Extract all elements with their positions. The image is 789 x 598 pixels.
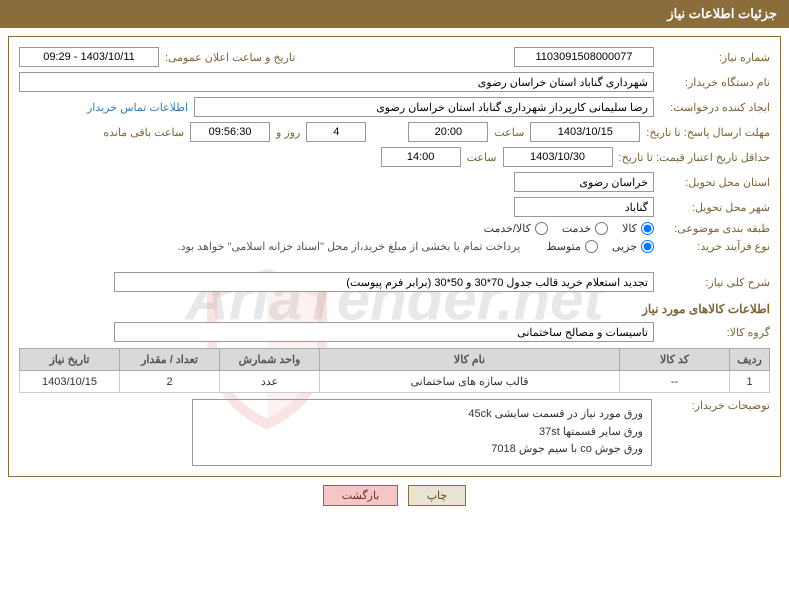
print-button[interactable]: چاپ [408,485,467,506]
category-radio-group: کالا خدمت کالا/خدمت [484,222,654,235]
days-remaining-field[interactable] [306,122,366,142]
remaining-label: ساعت باقی مانده [103,126,184,139]
td-date: 1403/10/15 [20,371,120,393]
deadline-label: مهلت ارسال پاسخ: تا تاریخ: [646,126,770,139]
buyer-notes-line2: ورق سایر قسمتها 37st [201,424,643,442]
th-row: ردیف [730,349,770,371]
buyer-notes-line3: ورق جوش co با سیم جوش 7018 [201,441,643,459]
process-partial-option[interactable]: جزیی [612,240,654,253]
goods-group-label: گروه کالا: [660,326,770,339]
validity-date-field[interactable] [503,147,613,167]
td-qty: 2 [120,371,220,393]
overall-desc-field[interactable] [114,272,654,292]
th-code: کد کالا [620,349,730,371]
category-service-radio[interactable] [595,222,608,235]
delivery-city-field[interactable] [514,197,654,217]
validity-time-label: ساعت [467,151,497,164]
delivery-province-label: استان محل تحویل: [660,176,770,189]
page-title-bar: جزئیات اطلاعات نیاز [0,0,789,28]
page-title: جزئیات اطلاعات نیاز [667,6,777,21]
buyer-notes-line1: ورق مورد نیاز در قسمت سایشی 45ck [201,406,643,424]
td-unit: عدد [220,371,320,393]
deadline-time-field[interactable] [408,122,488,142]
overall-desc-label: شرح کلی نیاز: [660,276,770,289]
delivery-city-label: شهر محل تحویل: [660,201,770,214]
process-medium-radio[interactable] [585,240,598,253]
goods-info-title: اطلاعات کالاهای مورد نیاز [19,302,770,316]
deadline-date-field[interactable] [530,122,640,142]
days-and-label: روز و [276,126,300,139]
announce-datetime-field[interactable] [19,47,159,67]
process-label: نوع فرآیند خرید: [660,240,770,253]
category-service-label: خدمت [562,222,591,235]
main-panel: شماره نیاز: تاریخ و ساعت اعلان عمومی: نا… [8,36,781,477]
buyer-contact-link[interactable]: اطلاعات تماس خریدار [87,101,188,114]
need-number-field[interactable] [514,47,654,67]
table-row: 1 -- قالب سازه های ساختمانی عدد 2 1403/1… [20,371,770,393]
process-medium-option[interactable]: متوسط [546,240,598,253]
category-goods-label: کالا [622,222,637,235]
goods-group-field[interactable] [114,322,654,342]
buyer-notes-box: ورق مورد نیاز در قسمت سایشی 45ck ورق سای… [192,399,652,466]
th-date: تاریخ نیاز [20,349,120,371]
buyer-notes-label: توضیحات خریدار: [660,399,770,412]
deadline-time-label: ساعت [494,126,524,139]
back-button[interactable]: بازگشت [323,485,399,506]
process-partial-label: جزیی [612,240,637,253]
category-goods-radio[interactable] [641,222,654,235]
td-code: -- [620,371,730,393]
td-num: 1 [730,371,770,393]
delivery-province-field[interactable] [514,172,654,192]
buyer-org-field[interactable] [19,72,654,92]
category-goods-option[interactable]: کالا [622,222,654,235]
validity-label: حداقل تاریخ اعتبار قیمت: تا تاریخ: [619,151,770,164]
process-note: پرداخت تمام یا بخشی از مبلغ خرید،از محل … [178,240,521,253]
th-unit: واحد شمارش [220,349,320,371]
need-number-label: شماره نیاز: [660,51,770,64]
process-medium-label: متوسط [546,240,581,253]
requester-field[interactable] [194,97,654,117]
items-table: ردیف کد کالا نام کالا واحد شمارش تعداد /… [19,348,770,393]
announce-datetime-label: تاریخ و ساعت اعلان عمومی: [165,51,295,64]
validity-time-field[interactable] [381,147,461,167]
time-remaining-field[interactable] [190,122,270,142]
category-label: طبقه بندی موضوعی: [660,222,770,235]
th-name: نام کالا [320,349,620,371]
buyer-org-label: نام دستگاه خریدار: [660,76,770,89]
process-partial-radio[interactable] [641,240,654,253]
category-goods-service-radio[interactable] [535,222,548,235]
requester-label: ایجاد کننده درخواست: [660,101,770,114]
td-name: قالب سازه های ساختمانی [320,371,620,393]
th-qty: تعداد / مقدار [120,349,220,371]
button-row: چاپ بازگشت [0,485,789,506]
category-service-option[interactable]: خدمت [562,222,608,235]
category-goods-service-option[interactable]: کالا/خدمت [484,222,548,235]
process-radio-group: جزیی متوسط [546,240,654,253]
category-goods-service-label: کالا/خدمت [484,222,531,235]
table-header-row: ردیف کد کالا نام کالا واحد شمارش تعداد /… [20,349,770,371]
